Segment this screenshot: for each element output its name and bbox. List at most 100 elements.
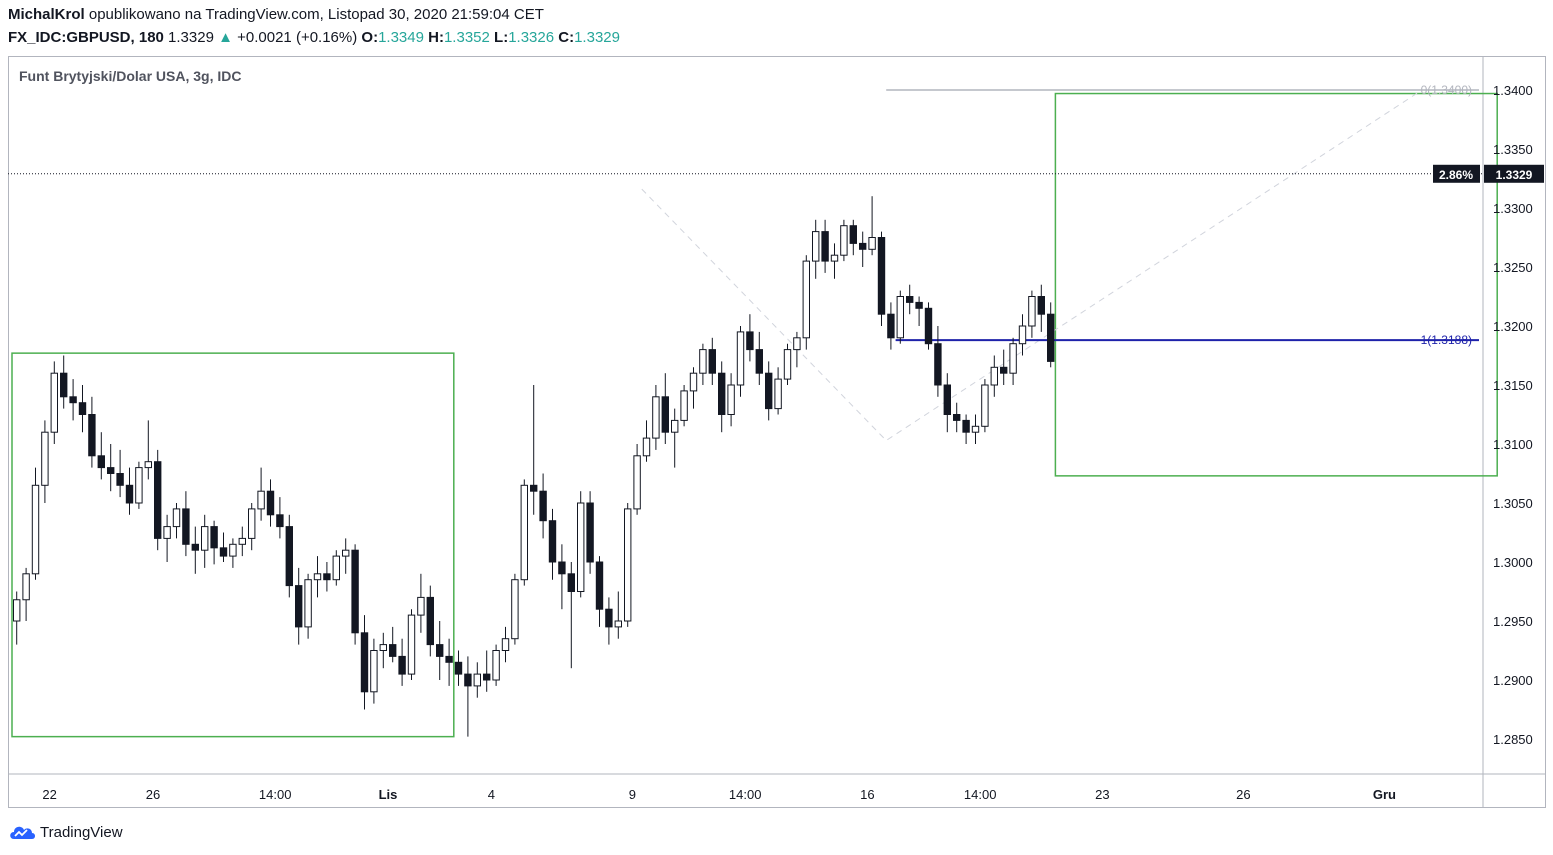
candle[interactable] [492, 644, 500, 686]
candle[interactable] [125, 467, 134, 515]
candle[interactable] [689, 367, 698, 409]
candle[interactable] [379, 632, 388, 669]
candle[interactable] [642, 420, 651, 462]
candle[interactable] [595, 556, 604, 627]
candle[interactable] [558, 544, 566, 610]
candle[interactable] [605, 597, 613, 645]
candle[interactable] [1018, 314, 1027, 356]
candle[interactable] [1009, 337, 1017, 385]
candle[interactable] [351, 544, 359, 645]
candle[interactable] [229, 538, 237, 568]
candle[interactable] [154, 449, 162, 551]
candle[interactable] [699, 343, 707, 385]
candle[interactable] [69, 379, 77, 421]
candle[interactable] [135, 461, 143, 509]
candle[interactable] [501, 626, 510, 663]
candle[interactable] [530, 385, 538, 515]
candle[interactable] [332, 550, 341, 586]
candle[interactable] [671, 408, 679, 468]
candle[interactable] [990, 355, 998, 397]
candle[interactable] [746, 314, 754, 362]
trend-lines[interactable] [641, 89, 1423, 442]
candle[interactable] [248, 503, 256, 551]
candle[interactable] [1000, 349, 1008, 385]
candle[interactable] [144, 420, 153, 480]
candle[interactable] [60, 355, 68, 409]
candle[interactable] [943, 373, 951, 433]
candle[interactable] [97, 432, 105, 480]
candle[interactable] [257, 467, 265, 521]
author-name[interactable]: MichalKrol [8, 6, 85, 23]
time-axis[interactable]: 22 26 14:00 Lis 4 9 14:00 16 14:00 23 26 Gru [42, 787, 1396, 802]
candle[interactable] [548, 508, 557, 580]
candle[interactable] [219, 532, 228, 563]
candle[interactable] [238, 526, 247, 557]
candle[interactable] [313, 556, 322, 598]
candle[interactable] [887, 302, 895, 350]
candle[interactable] [661, 373, 669, 444]
candle[interactable] [962, 414, 970, 445]
candle[interactable] [266, 479, 275, 527]
candle[interactable] [473, 662, 482, 698]
candle[interactable] [31, 467, 40, 580]
candle[interactable] [285, 514, 294, 598]
candle[interactable] [295, 567, 303, 645]
candle[interactable] [407, 609, 416, 680]
candle[interactable] [511, 573, 519, 645]
candle[interactable] [830, 243, 839, 279]
candle[interactable] [840, 219, 848, 262]
trend-line-1[interactable] [641, 89, 1423, 442]
candle[interactable] [812, 219, 820, 279]
candle[interactable] [107, 444, 115, 492]
candle[interactable] [41, 420, 49, 503]
candle[interactable] [708, 337, 716, 385]
candle[interactable] [454, 650, 463, 686]
candle[interactable] [624, 503, 632, 627]
candle[interactable] [210, 520, 218, 565]
candle[interactable] [680, 385, 688, 427]
candle[interactable] [953, 402, 961, 433]
range-box-1[interactable] [11, 352, 455, 738]
candle[interactable] [398, 638, 406, 686]
candle[interactable] [924, 302, 933, 350]
candle[interactable] [859, 231, 867, 267]
candle[interactable] [1037, 284, 1045, 332]
candle[interactable] [1047, 302, 1055, 368]
candles[interactable] [13, 196, 1055, 737]
candle[interactable] [389, 626, 397, 663]
range-box-2[interactable] [1054, 92, 1498, 477]
candle[interactable] [163, 514, 171, 562]
candle[interactable] [417, 573, 425, 633]
candle[interactable] [633, 444, 641, 515]
candle[interactable] [906, 284, 914, 315]
candle[interactable] [304, 573, 312, 639]
candle[interactable] [172, 503, 181, 539]
candle[interactable] [464, 656, 472, 737]
candle[interactable] [981, 379, 989, 433]
candle[interactable] [191, 526, 200, 574]
candle[interactable] [934, 326, 942, 397]
range-boxes[interactable] [11, 92, 1498, 738]
fib-levels[interactable]: 0(1.3400) 1(1.3188) [886, 83, 1479, 347]
candle[interactable] [567, 562, 575, 669]
candle[interactable] [877, 231, 886, 326]
candle[interactable] [360, 615, 369, 710]
candle[interactable] [182, 491, 190, 557]
candle[interactable] [614, 591, 622, 639]
candle[interactable] [765, 361, 773, 421]
candle[interactable] [78, 385, 87, 433]
candle[interactable] [652, 385, 660, 450]
candle[interactable] [802, 255, 810, 350]
candle[interactable] [370, 638, 378, 704]
candle[interactable] [1028, 290, 1036, 338]
candle[interactable] [276, 497, 284, 539]
price-axis[interactable]: 1.3400 1.3350 1.3300 1.3250 1.3200 1.3150 1.31… [1493, 83, 1533, 747]
candle[interactable] [50, 361, 58, 444]
candle[interactable] [201, 514, 209, 568]
candle[interactable] [868, 196, 876, 256]
candle[interactable] [727, 373, 735, 427]
candle[interactable] [774, 367, 782, 415]
series-legend-title[interactable]: Funt Brytyjski/Dolar USA, 3g, IDC [19, 68, 242, 84]
candle[interactable] [426, 585, 435, 657]
